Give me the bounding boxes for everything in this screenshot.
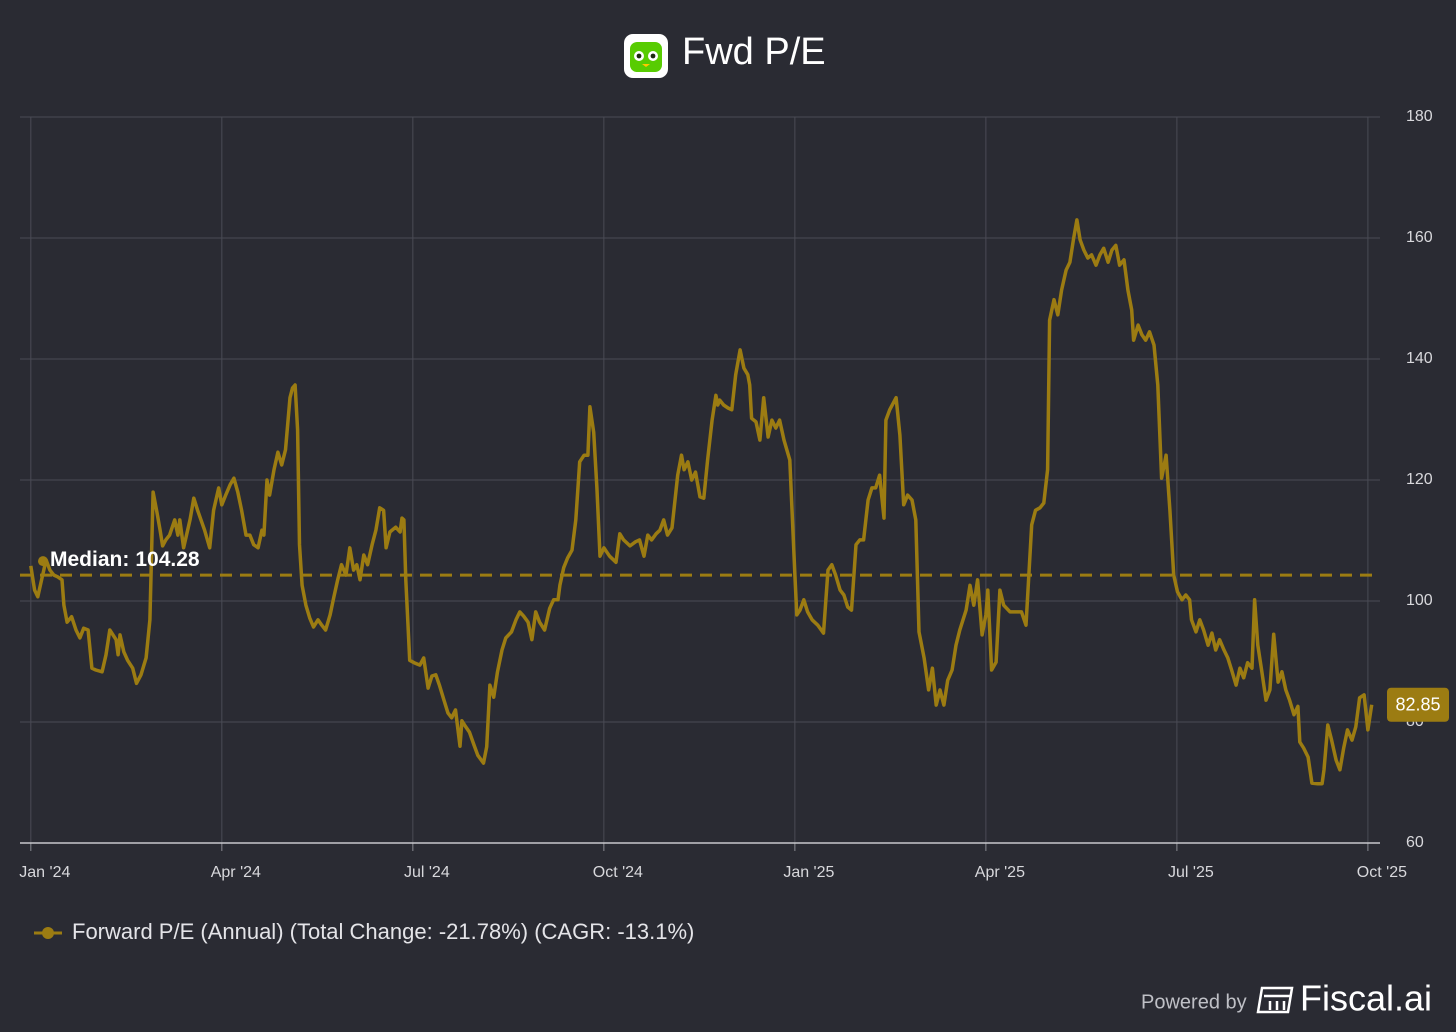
- footer-prefix: Powered by: [1141, 991, 1247, 1013]
- median-label: Median: 104.28: [50, 548, 200, 571]
- legend-label: Forward P/E (Annual) (Total Change: -21.…: [72, 919, 694, 944]
- x-tick-label: Jul '25: [1168, 864, 1214, 881]
- brand-icon: [1256, 986, 1294, 1014]
- x-tick-label: Apr '25: [975, 864, 1025, 881]
- y-tick-label: 180: [1406, 108, 1433, 125]
- x-tick-label: Jan '25: [783, 864, 834, 881]
- data-line: [29, 218, 1374, 786]
- last-value-badge: [1387, 687, 1449, 722]
- y-tick-label: 160: [1406, 229, 1433, 246]
- median-label-text: Median:: [50, 548, 129, 571]
- x-tick-label: Oct '25: [1357, 864, 1407, 881]
- legend-marker-dot: [42, 927, 54, 939]
- x-tick-label: Jul '24: [404, 864, 450, 881]
- logo: [624, 34, 668, 78]
- y-tick-label: 60: [1406, 834, 1424, 851]
- y-tick-label: 120: [1406, 471, 1433, 488]
- last-value-label: 82.85: [1395, 695, 1440, 715]
- x-tick-label: Apr '24: [211, 864, 261, 881]
- chart-title: Fwd P/E: [682, 31, 826, 73]
- median-value: 104.28: [135, 548, 200, 571]
- x-tick-label: Oct '24: [593, 864, 643, 881]
- y-tick-label: 140: [1406, 350, 1433, 367]
- y-tick-label: 100: [1406, 592, 1433, 609]
- footer-brand: Fiscal.ai: [1300, 978, 1432, 1019]
- x-tick-label: Jan '24: [19, 864, 70, 881]
